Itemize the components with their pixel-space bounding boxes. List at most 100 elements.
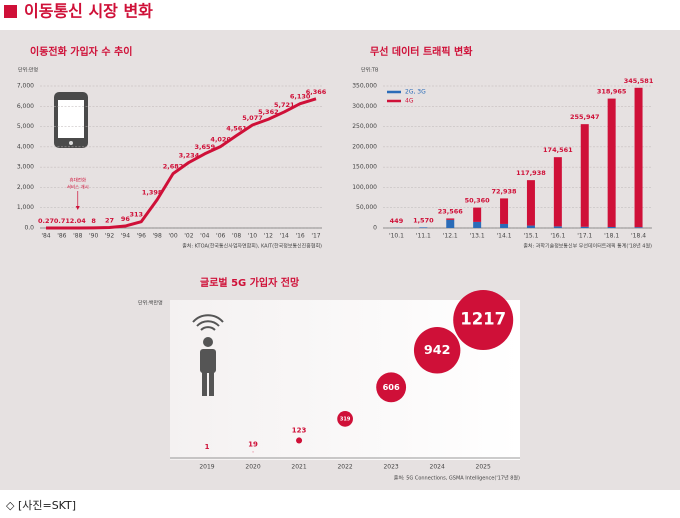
source: 출처: 5G Connections, GSMA Intelligence('1…	[394, 475, 520, 482]
x-tick-label: '02	[184, 233, 193, 240]
bar-segment	[634, 227, 643, 228]
y-tick-label: 7,000	[17, 83, 34, 90]
y-tick-label: 50,000	[356, 204, 377, 211]
y-tick-label: 2,000	[17, 184, 34, 191]
bubble	[252, 451, 254, 453]
data-label: 2,682	[163, 163, 184, 171]
x-tick-label: '86	[57, 233, 66, 240]
bubble-label: 942	[424, 343, 451, 358]
x-tick-label: '98	[153, 233, 162, 240]
data-label: 313	[130, 211, 144, 219]
x-tick-label: '12	[264, 233, 273, 240]
chart-title: 글로벌 5G 가입자 전망	[200, 276, 300, 289]
bar-segment	[526, 180, 535, 226]
x-tick-label: 2019	[199, 464, 214, 471]
x-tick-label: 2024	[430, 464, 445, 471]
x-tick-label: '06	[216, 233, 225, 240]
bar-segment	[473, 207, 482, 222]
phone-icon	[54, 92, 88, 148]
legend-label: 2G, 3G	[405, 89, 426, 96]
x-tick-label: '92	[105, 233, 114, 240]
bubble	[453, 290, 514, 350]
title-square	[4, 5, 17, 18]
bubble	[376, 372, 407, 403]
x-tick-label: '18.1	[604, 233, 619, 240]
total-label: 345,581	[624, 77, 654, 85]
x-tick-label: '18.4	[631, 233, 646, 240]
x-tick-label: '17.1	[577, 233, 592, 240]
x-tick-label: 2022	[337, 464, 352, 471]
data-label: 0.71	[54, 217, 71, 225]
x-tick-label: '16.1	[550, 233, 565, 240]
total-label: 318,965	[597, 88, 627, 96]
x-tick-label: '84	[41, 233, 50, 240]
x-tick-label: '14	[280, 233, 289, 240]
y-tick-label: 300,000	[352, 103, 377, 110]
page-title: 이동통신 시장 변화	[24, 2, 153, 21]
unit-label: 단위:TB	[361, 67, 379, 74]
bar-segment	[500, 198, 509, 224]
total-label: 174,561	[543, 146, 573, 154]
y-tick-label: 0.0	[24, 225, 34, 232]
bar-segment	[580, 226, 589, 228]
data-label: 5,077	[242, 114, 263, 122]
y-tick-label: 4,000	[17, 143, 34, 150]
bar-segment	[473, 221, 482, 228]
data-label: 8	[91, 217, 96, 225]
x-tick-label: 2023	[383, 464, 398, 471]
data-label: 5,362	[258, 108, 279, 116]
bar-segment	[553, 157, 562, 227]
bar-segment	[580, 124, 589, 227]
total-label: 50,360	[465, 197, 491, 205]
x-tick-label: '15.1	[523, 233, 538, 240]
x-tick-label: '11.1	[416, 233, 431, 240]
bar-segment	[419, 227, 428, 228]
data-label: 96	[121, 215, 131, 223]
bubble-label: 606	[383, 382, 400, 392]
data-label: 6,130	[290, 93, 311, 101]
x-tick-label: '94	[121, 233, 130, 240]
caption: ◇ [사진=SKT]	[6, 499, 76, 512]
data-label: 5,721	[274, 101, 295, 109]
total-label: 23,566	[438, 207, 464, 215]
data-label: 6,366	[306, 88, 327, 96]
y-tick-label: 350,000	[352, 83, 377, 90]
data-label: 4,561	[226, 124, 247, 132]
x-tick-label: '00	[168, 233, 177, 240]
legend-label: 4G	[405, 98, 414, 105]
data-label: 27	[105, 216, 114, 224]
person-icon	[192, 314, 224, 396]
chart-title: 이동전화 가입자 수 추이	[30, 45, 132, 58]
bar-segment	[607, 226, 616, 228]
source: 출처: KTOA(한국통신사업자연합회), KAIT(한국정보통신진흥협회)	[182, 243, 322, 250]
annotation: 서비스 개시	[67, 184, 89, 191]
bubble-label: 123	[292, 426, 307, 434]
bubble-label: 1217	[460, 310, 506, 329]
bar-segment	[634, 87, 643, 228]
y-tick-label: 3,000	[17, 164, 34, 171]
x-tick-label: 2021	[291, 464, 306, 471]
total-label: 1,570	[413, 216, 434, 224]
y-tick-label: 200,000	[352, 143, 377, 150]
unit-label: 단위:만명	[18, 67, 38, 74]
x-tick-label: '08	[232, 233, 241, 240]
x-tick-label: '10.1	[389, 233, 404, 240]
total-label: 449	[390, 217, 404, 225]
x-tick-label: '14.1	[497, 233, 512, 240]
y-tick-label: 1,000	[17, 204, 34, 211]
bubble-label: 1	[205, 443, 210, 451]
y-tick-label: 150,000	[352, 164, 377, 171]
x-tick-label: '04	[200, 233, 209, 240]
total-label: 72,938	[492, 187, 518, 195]
bubble	[296, 437, 303, 444]
data-label: 1,398	[142, 189, 163, 197]
unit-label: 단위:백만명	[138, 300, 163, 307]
bubble-label: 319	[340, 416, 351, 422]
annotation-arrowhead	[75, 206, 80, 210]
data-label: 2.04	[70, 217, 87, 225]
x-tick-label: '88	[73, 233, 82, 240]
line	[45, 97, 317, 230]
bubble	[337, 411, 353, 427]
bar-segment	[526, 225, 535, 228]
